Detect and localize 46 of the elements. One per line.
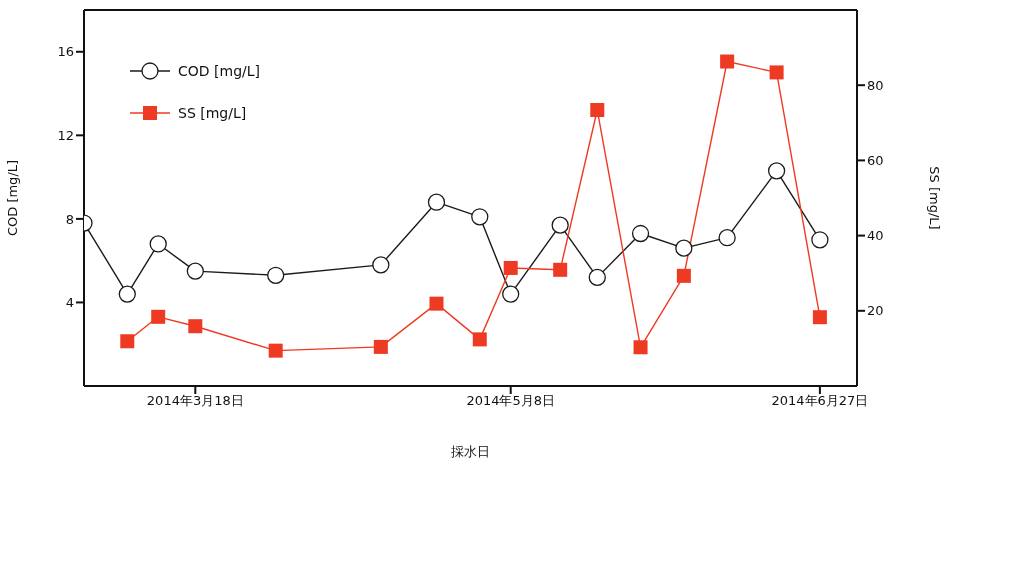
y2-axis-title: SS [mg/L]: [927, 166, 943, 230]
y2-tick-label: 60: [867, 153, 884, 169]
x-tick-label: 2014年6月27日: [771, 393, 869, 409]
y2-tick-label: 80: [867, 77, 884, 93]
legend-label: SS [mg/L]: [178, 105, 247, 121]
point: [551, 216, 569, 234]
point: [471, 208, 489, 226]
point: [633, 340, 648, 355]
point: [472, 332, 487, 347]
point: [720, 54, 735, 69]
point: [502, 285, 520, 303]
y2-tick-label: 40: [867, 228, 884, 244]
point: [676, 268, 691, 283]
y-axis-title: COD [mg/L]: [4, 159, 20, 237]
point: [811, 231, 829, 249]
point: [188, 319, 203, 334]
point: [553, 262, 568, 277]
point: [769, 65, 784, 80]
point: [588, 268, 606, 287]
point: [151, 309, 166, 324]
point: [503, 260, 518, 275]
point: [718, 229, 736, 247]
y-tick-label: 12: [57, 127, 74, 143]
x-tick-label: 2014年5月8日: [466, 393, 556, 409]
x-axis-title: 採水日: [451, 444, 490, 459]
x-tick-label: 2014年3月18日: [146, 393, 244, 409]
point: [590, 103, 605, 118]
y-tick-label: 4: [65, 295, 74, 311]
y-tick-label: 16: [57, 44, 74, 60]
point: [429, 296, 444, 311]
point: [120, 334, 135, 349]
point: [373, 339, 388, 354]
legend-label: COD [mg/L]: [178, 63, 260, 79]
point: [186, 262, 204, 280]
point: [812, 310, 827, 325]
point: [268, 343, 283, 358]
point: [675, 239, 693, 257]
point: [372, 256, 390, 274]
point: [427, 193, 446, 211]
point: [267, 266, 285, 284]
point: [767, 162, 786, 180]
point: [631, 224, 650, 243]
y-tick-label: 8: [65, 211, 74, 227]
y2-tick-label: 20: [867, 303, 884, 319]
point: [118, 285, 136, 303]
point: [149, 235, 167, 253]
